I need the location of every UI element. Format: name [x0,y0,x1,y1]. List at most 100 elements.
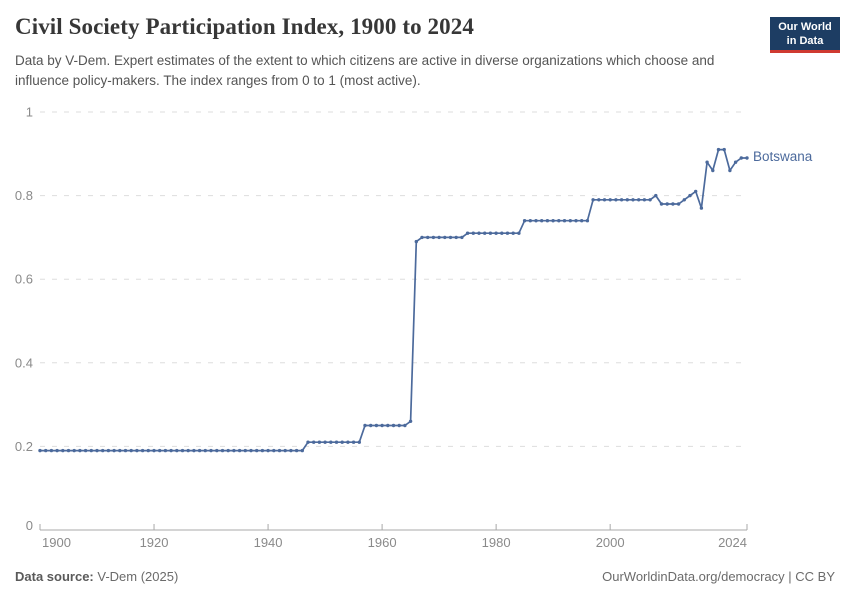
owid-logo[interactable]: Our World in Data [770,17,840,53]
data-point-1995[interactable] [580,219,584,223]
data-point-1944[interactable] [289,448,293,453]
data-point-2001[interactable] [614,198,618,202]
data-point-1918[interactable] [140,448,145,453]
data-point-1986[interactable] [528,219,532,223]
data-point-1925[interactable] [180,448,185,453]
data-point-1946[interactable] [300,448,304,453]
botswana-line[interactable] [39,148,748,452]
data-point-1921[interactable] [158,448,162,453]
data-point-1911[interactable] [101,448,105,453]
data-point-1985[interactable] [522,219,527,223]
data-point-1909[interactable] [89,448,94,453]
data-point-1987[interactable] [534,219,538,223]
data-point-1978[interactable] [483,231,487,235]
data-point-2023[interactable] [739,156,743,160]
data-point-1931[interactable] [215,448,219,453]
data-point-2000[interactable] [608,198,612,202]
data-point-1935[interactable] [237,448,242,453]
data-point-2008[interactable] [654,193,658,198]
data-point-1967[interactable] [420,235,424,240]
data-point-1956[interactable] [357,440,361,444]
credit-link[interactable]: OurWorldinData.org/democracy | CC BY [602,569,835,584]
data-point-2009[interactable] [659,202,664,206]
data-point-1939[interactable] [260,448,265,453]
data-point-2022[interactable] [733,160,738,164]
data-point-1912[interactable] [106,448,111,453]
data-point-1988[interactable] [540,219,544,223]
data-point-1924[interactable] [175,448,179,453]
data-point-1914[interactable] [118,448,122,453]
data-point-1980[interactable] [494,231,498,235]
data-point-1922[interactable] [163,448,168,453]
data-point-1933[interactable] [226,448,230,453]
data-point-1983[interactable] [511,231,515,235]
data-point-1913[interactable] [112,448,116,453]
data-point-1936[interactable] [243,448,247,453]
data-point-1994[interactable] [574,219,578,223]
data-point-1930[interactable] [209,448,213,453]
data-point-1917[interactable] [135,448,139,453]
data-point-1940[interactable] [266,448,270,453]
data-point-2018[interactable] [711,168,715,173]
data-point-1969[interactable] [431,235,436,240]
data-point-1906[interactable] [72,448,76,453]
data-point-1991[interactable] [557,219,561,223]
data-point-1942[interactable] [277,448,282,453]
data-point-1943[interactable] [283,448,287,453]
data-point-1958[interactable] [369,423,373,428]
data-point-1949[interactable] [317,440,322,444]
data-point-2016[interactable] [699,206,704,210]
data-point-1961[interactable] [386,423,390,428]
data-point-1900[interactable] [38,448,42,453]
data-point-2004[interactable] [631,198,635,202]
data-point-1950[interactable] [323,440,327,444]
data-point-1972[interactable] [448,235,453,240]
data-point-2005[interactable] [637,198,641,202]
data-point-2019[interactable] [716,147,721,152]
data-point-1905[interactable] [66,448,71,453]
data-point-2015[interactable] [694,189,698,194]
data-point-1901[interactable] [44,448,48,453]
data-point-1903[interactable] [55,448,59,453]
data-point-1966[interactable] [414,239,418,244]
data-point-1965[interactable] [408,419,413,423]
data-point-2020[interactable] [722,147,726,152]
data-point-1904[interactable] [61,448,65,453]
data-point-1970[interactable] [437,235,441,240]
data-point-1910[interactable] [95,448,99,453]
data-point-2011[interactable] [671,202,675,206]
data-point-1927[interactable] [192,448,196,453]
data-point-1974[interactable] [460,235,464,240]
data-point-1996[interactable] [585,219,590,223]
data-point-1998[interactable] [597,198,601,202]
data-point-1915[interactable] [123,448,128,453]
data-point-1989[interactable] [545,219,550,223]
data-point-1953[interactable] [340,440,344,444]
data-point-1923[interactable] [169,448,173,453]
data-point-1977[interactable] [477,231,481,235]
data-point-1959[interactable] [374,423,379,428]
data-point-1951[interactable] [329,440,333,444]
data-point-1963[interactable] [397,423,401,428]
data-point-1960[interactable] [380,423,384,428]
data-point-2024[interactable] [745,156,749,160]
data-point-1916[interactable] [129,448,133,453]
data-point-1934[interactable] [232,448,236,453]
data-point-1952[interactable] [334,440,339,444]
data-point-1941[interactable] [272,448,276,453]
data-point-2010[interactable] [665,202,669,206]
data-point-1945[interactable] [294,448,299,453]
data-point-1992[interactable] [562,219,567,223]
data-point-1954[interactable] [346,440,350,444]
data-point-1919[interactable] [146,448,150,453]
data-point-1979[interactable] [488,231,493,235]
data-point-1907[interactable] [78,448,82,453]
data-point-1968[interactable] [426,235,430,240]
data-point-1955[interactable] [351,440,356,444]
data-point-1973[interactable] [454,235,458,240]
data-point-1993[interactable] [568,219,572,223]
series-label-botswana[interactable]: Botswana [753,148,813,164]
data-point-2007[interactable] [648,198,652,202]
data-point-2012[interactable] [676,202,681,206]
data-point-1948[interactable] [312,440,316,444]
